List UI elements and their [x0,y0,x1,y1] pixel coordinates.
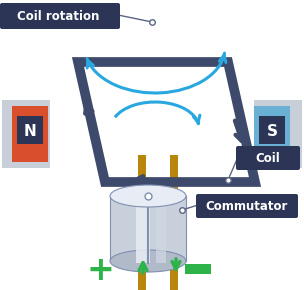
Text: Coil: Coil [256,153,280,166]
FancyBboxPatch shape [138,155,146,290]
FancyBboxPatch shape [196,194,298,218]
Polygon shape [156,194,166,263]
Polygon shape [136,194,150,263]
FancyBboxPatch shape [254,100,302,168]
FancyBboxPatch shape [0,3,120,29]
FancyBboxPatch shape [17,116,43,144]
Text: S: S [267,124,278,139]
FancyBboxPatch shape [170,155,178,290]
FancyBboxPatch shape [12,106,48,162]
FancyBboxPatch shape [185,264,211,274]
Text: +: + [86,255,114,287]
FancyBboxPatch shape [259,116,285,144]
Text: Coil rotation: Coil rotation [17,10,99,23]
FancyBboxPatch shape [236,146,300,170]
Ellipse shape [110,250,186,272]
Ellipse shape [110,185,186,207]
Polygon shape [110,196,186,261]
FancyBboxPatch shape [254,106,290,162]
Text: N: N [24,124,36,139]
FancyBboxPatch shape [2,100,50,168]
Text: Commutator: Commutator [206,200,288,213]
